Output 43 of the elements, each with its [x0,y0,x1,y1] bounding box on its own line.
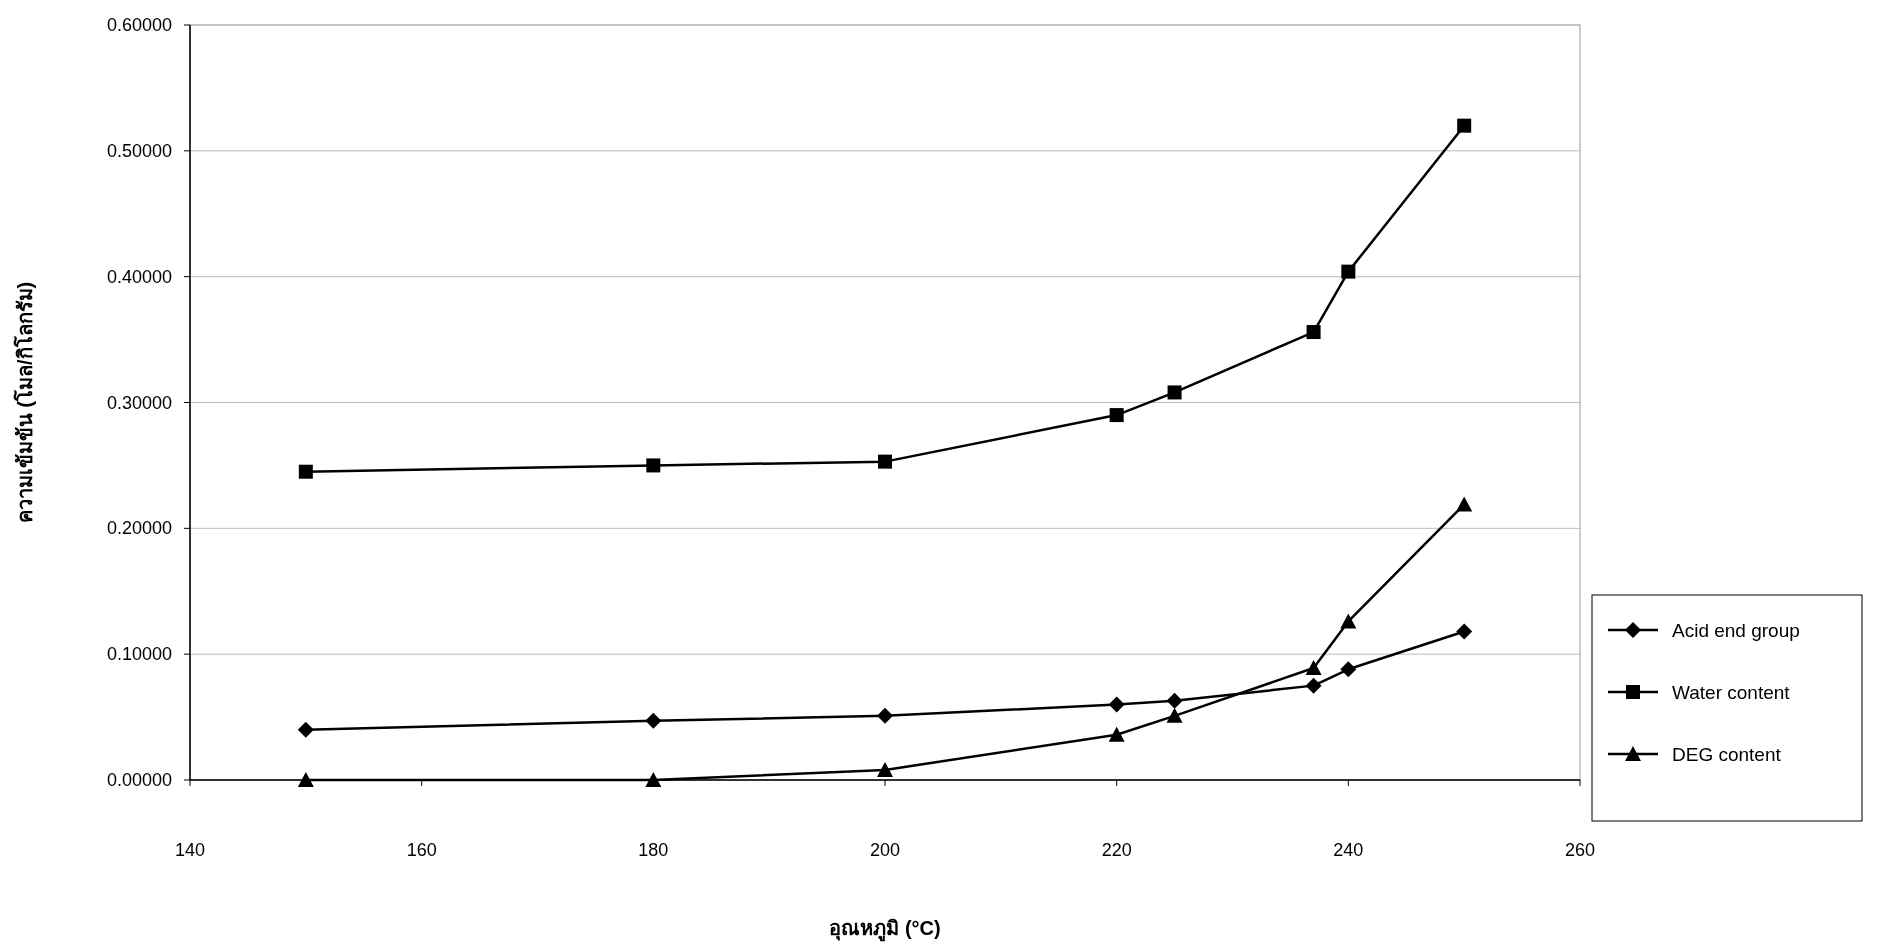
point [1166,707,1183,723]
y-tick-label: 0.20000 [106,518,172,539]
point [1305,677,1322,694]
point [1340,613,1357,629]
x-tick-label: 260 [1564,840,1596,860]
point [1457,118,1472,133]
point [1108,726,1125,742]
x-tick-label: 240 [1333,840,1364,860]
point [645,772,662,787]
point [1305,660,1322,676]
point [1306,325,1321,340]
point [1167,385,1182,400]
point [1109,408,1124,423]
point [645,712,662,729]
point [298,464,313,479]
point [1166,692,1183,709]
y-axis-title: ความเข้มข้น (โมล/กิโลกรัม) [13,281,36,524]
x-tick-label: 140 [174,840,206,860]
legend-label: Acid end group [1672,620,1800,641]
x-tick-label: 160 [406,840,437,860]
legend-label: DEG content [1672,744,1782,765]
point [877,761,893,777]
y-tick-label: 0.10000 [106,644,172,665]
y-tick-label: 0.00000 [106,770,172,790]
point [1341,264,1356,279]
y-tick-label: 0.40000 [106,266,172,287]
point [297,772,314,787]
point [878,454,892,469]
point [646,458,661,473]
point [1340,661,1357,678]
point [297,721,314,738]
x-tick-label: 180 [638,840,669,860]
point [1456,496,1473,512]
x-axis-title: อุณหภูมิ (°C) [829,917,941,942]
legend-label: Water content [1672,682,1791,703]
x-tick-label: 200 [869,840,901,860]
point [1456,623,1473,640]
y-tick-label: 0.50000 [106,140,172,161]
point [877,707,893,724]
y-tick-label: 0.30000 [106,392,172,413]
point [1108,696,1125,713]
y-tick-label: 0.60000 [106,15,172,35]
x-tick-label: 220 [1101,840,1132,860]
